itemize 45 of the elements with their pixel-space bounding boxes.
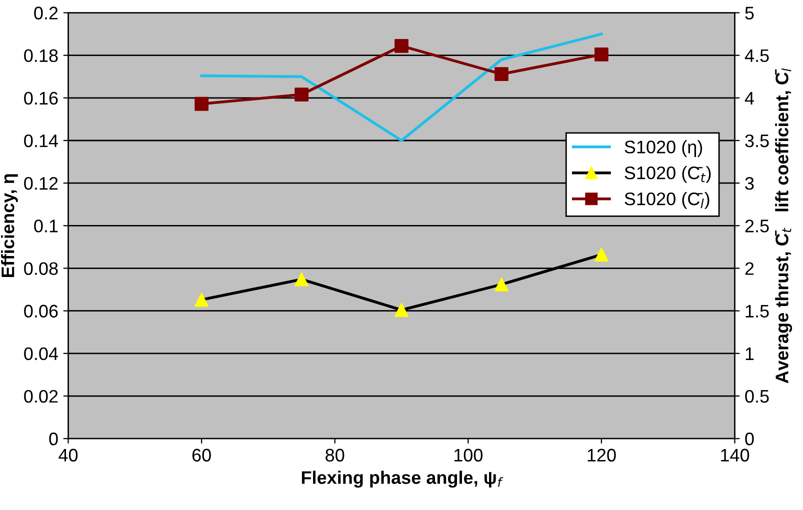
line-series [200, 32, 603, 142]
point [494, 277, 508, 292]
y-tick-label: 0 [49, 432, 58, 446]
y2-tick-label: 0 [745, 432, 754, 446]
point [194, 292, 208, 307]
x-tick-label: 100 [454, 448, 483, 462]
y2-tick-label: 3.5 [745, 134, 769, 148]
y2-tick-label: 2.5 [745, 220, 769, 232]
y-tick-label: 0.1 [34, 220, 58, 232]
y2-tick-label: 4 [744, 92, 754, 104]
legend-label: S1020 (C̄$_{t}$) [624, 166, 711, 183]
y-tick-label: 0.2 [34, 6, 58, 20]
y2-tick-label: 4.5 [744, 49, 769, 62]
point [494, 67, 508, 82]
legend-label: S1020 (η) [624, 140, 702, 157]
point [594, 248, 608, 262]
x-tick-label: 80 [326, 448, 344, 462]
y2-tick-label: 5 [745, 6, 754, 20]
y2-tick-label: 1.5 [746, 304, 769, 318]
legend-label: S1020 (C̄$_{l}$) [624, 192, 710, 209]
y-tick-label: 0.12 [24, 177, 58, 190]
y2-tick-label: 0.5 [745, 390, 769, 403]
point [394, 303, 408, 317]
y-axis-title: Efficiency, η [1, 174, 18, 277]
y2-tick-label: 3 [745, 177, 754, 190]
y2-tick-label: 1 [746, 348, 754, 360]
point [294, 272, 308, 286]
y-tick-label: 0.04 [24, 347, 58, 360]
y-tick-label: 0.18 [24, 49, 58, 62]
x-tick-label: 140 [721, 448, 750, 462]
point [394, 39, 408, 53]
x-tick-label: 60 [192, 448, 211, 462]
y2-tick-label: 2 [745, 262, 754, 275]
y-tick-label: 0.02 [24, 390, 58, 403]
x-axis-title: Flexing phase angle, ψ$_{f}$ [302, 470, 504, 488]
point [294, 88, 308, 102]
text: Average thrust, C̄$_{t}$ lift coefficient, C̄$_{l}$ [775, 68, 792, 384]
y-tick-label: 0.16 [24, 92, 58, 105]
y-tick-label: 0.08 [24, 262, 58, 275]
y-tick-label: 0.14 [24, 134, 58, 148]
y-tick-label: 0.06 [24, 304, 58, 318]
x-tick-label: 120 [588, 448, 616, 462]
x-tick-label: 40 [58, 448, 78, 462]
point [194, 96, 208, 111]
point [594, 48, 608, 62]
